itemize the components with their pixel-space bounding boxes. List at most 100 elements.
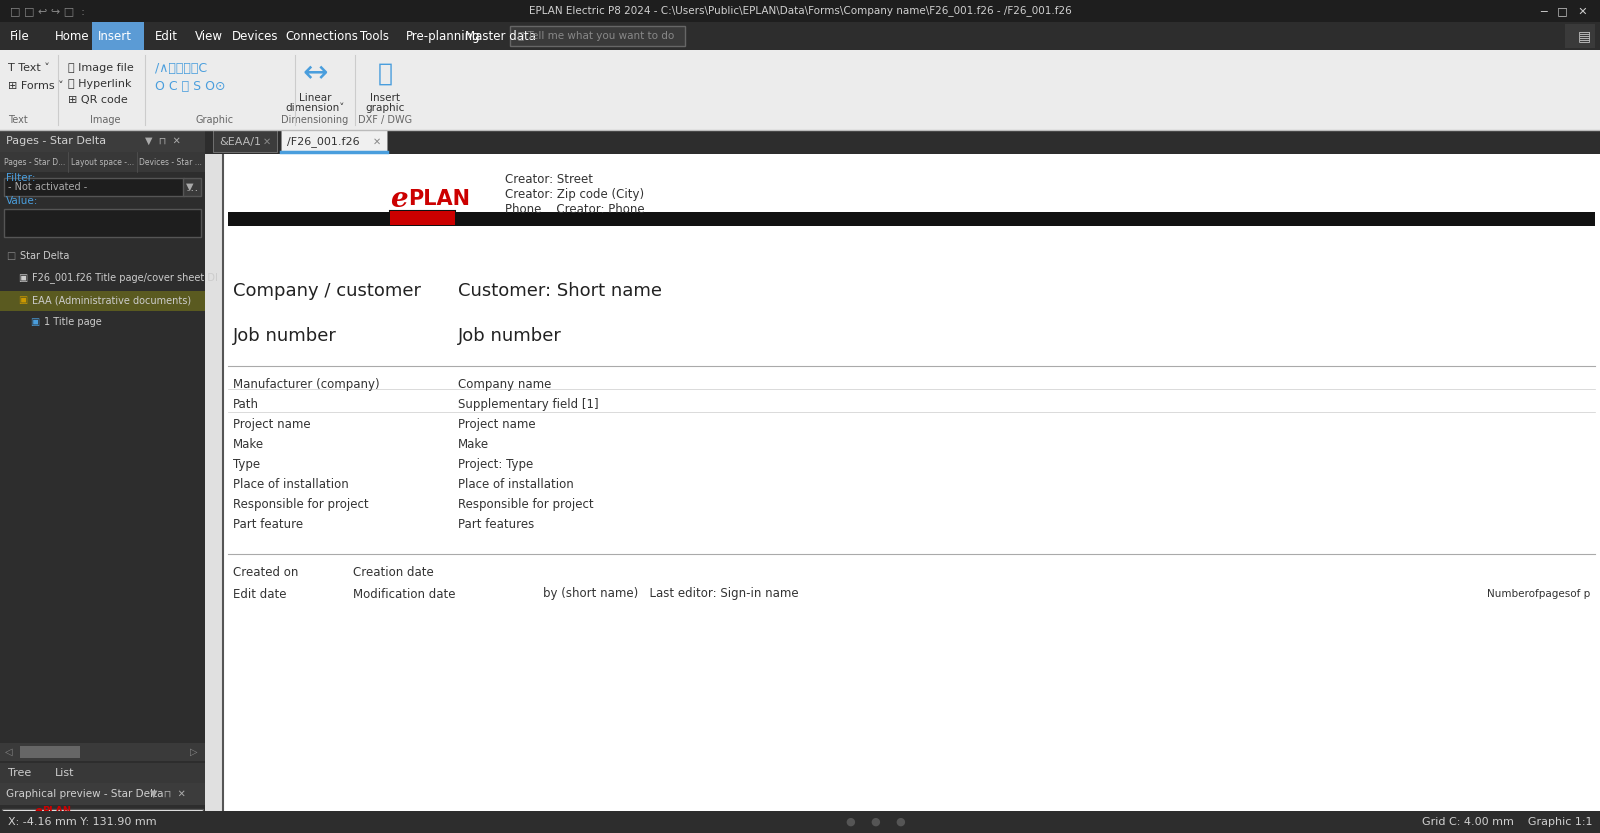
Text: Devices: Devices [232, 29, 278, 42]
Text: Tools: Tools [360, 29, 389, 42]
Text: Place of installation: Place of installation [234, 477, 349, 491]
Text: ●: ● [894, 817, 906, 827]
Text: Pre-planning: Pre-planning [406, 29, 480, 42]
Text: Graphic: Graphic [195, 115, 234, 125]
Text: F26_001.f26 Title page/cover sheet DI: F26_001.f26 Title page/cover sheet DI [32, 272, 218, 283]
Text: X: -4.16 mm Y: 131.90 mm: X: -4.16 mm Y: 131.90 mm [8, 817, 157, 827]
Text: Home: Home [54, 29, 90, 42]
Bar [0, 0, 1600, 22]
Text: Project name: Project name [458, 417, 536, 431]
Text: Project name: Project name [234, 417, 310, 431]
Text: DXF / DWG: DXF / DWG [358, 115, 413, 125]
Bar [3, 209, 202, 237]
Text: Numberof⁠pagesof p: Numberof⁠pagesof p [1486, 589, 1590, 599]
Text: EAA (Administrative documents): EAA (Administrative documents) [32, 295, 190, 305]
Text: Manufacturer (company): Manufacturer (company) [234, 377, 379, 391]
Text: □ □ ↩ ↪ □  :: □ □ ↩ ↪ □ : [10, 6, 85, 16]
Text: View: View [195, 29, 222, 42]
Text: by (short name)   Last editor: Sign-in name: by (short name) Last editor: Sign-in nam… [542, 587, 798, 601]
Text: File: File [10, 29, 30, 42]
Text: ▤: ▤ [1578, 29, 1590, 43]
Text: Edit date: Edit date [234, 587, 286, 601]
Bar [0, 811, 1600, 833]
Text: Edit: Edit [155, 29, 178, 42]
Text: □: □ [6, 251, 16, 261]
Bar [3, 178, 184, 196]
Bar [205, 154, 1600, 811]
Bar [29, 814, 56, 820]
Bar [0, 291, 205, 311]
Text: Creator: Street: Creator: Street [506, 172, 594, 186]
Bar [0, 763, 205, 783]
Bar [0, 22, 1600, 50]
Text: Image: Image [90, 115, 120, 125]
Text: T Text ˅: T Text ˅ [8, 63, 50, 73]
Text: 📄: 📄 [378, 62, 392, 86]
Text: Dimensioning: Dimensioning [282, 115, 349, 125]
Text: graphic: graphic [365, 103, 405, 113]
Text: ●: ● [870, 817, 880, 827]
Bar [2, 809, 203, 829]
Text: Creation date: Creation date [354, 566, 434, 578]
Text: Responsible for project: Responsible for project [458, 497, 594, 511]
Text: ↔: ↔ [302, 59, 328, 88]
Text: Tree: Tree [8, 768, 32, 778]
Text: /∧⬜⬜⬜⬜C: /∧⬜⬜⬜⬜C [155, 62, 206, 74]
Text: 1 Title page: 1 Title page [45, 317, 102, 327]
Text: Part feature: Part feature [234, 517, 302, 531]
Bar [182, 178, 202, 196]
Text: Part features: Part features [458, 517, 534, 531]
Bar [205, 154, 222, 811]
Text: dimension˅: dimension˅ [285, 103, 344, 113]
Text: Pages - Star D...: Pages - Star D... [3, 157, 64, 167]
Text: Modification date: Modification date [354, 587, 456, 601]
Text: Project: Type: Project: Type [458, 457, 533, 471]
Bar [0, 130, 205, 152]
Text: ⊞ QR code: ⊞ QR code [67, 95, 128, 105]
Text: ⊞ Forms ˅: ⊞ Forms ˅ [8, 81, 64, 91]
Text: Filter:: Filter: [6, 173, 35, 183]
Text: ◁: ◁ [5, 747, 13, 757]
Text: Make: Make [234, 437, 264, 451]
Text: Responsible for project: Responsible for project [234, 497, 368, 511]
Text: Job number: Job number [458, 327, 562, 345]
Text: Linear: Linear [299, 93, 331, 103]
Text: EPLAN Electric P8 2024 - C:\Users\Public\EPLAN\Data\Forms\Company name\F26_001.f: EPLAN Electric P8 2024 - C:\Users\Public… [528, 6, 1072, 17]
Text: Job number: Job number [234, 327, 338, 345]
Bar [0, 783, 205, 805]
Bar [229, 212, 1595, 226]
Text: Phone    Creator: Phone: Phone Creator: Phone [506, 202, 645, 216]
Text: ─   □   ✕: ─ □ ✕ [1539, 6, 1587, 16]
Text: Make: Make [458, 437, 490, 451]
Bar [1565, 24, 1595, 48]
Text: Company / customer: Company / customer [234, 282, 421, 300]
Text: O C ⌒ S O⊙: O C ⌒ S O⊙ [155, 79, 226, 92]
Text: &EAA/1: &EAA/1 [219, 137, 261, 147]
Bar [0, 50, 1600, 130]
Text: …: … [186, 181, 198, 193]
Text: ✕: ✕ [373, 137, 381, 147]
Text: ▷: ▷ [189, 747, 197, 757]
Bar [19, 746, 80, 758]
Text: ▣: ▣ [18, 295, 27, 305]
Text: List: List [54, 768, 75, 778]
Text: 🔍 Tell me what you want to do: 🔍 Tell me what you want to do [518, 31, 674, 41]
Text: Connections: Connections [285, 29, 358, 42]
Bar [0, 152, 205, 172]
Bar [205, 130, 1600, 154]
Text: ▣: ▣ [18, 273, 27, 283]
Text: e: e [390, 186, 408, 212]
Text: PLAN: PLAN [408, 189, 470, 209]
Text: Supplementary field [1]: Supplementary field [1] [458, 397, 598, 411]
Bar [0, 743, 205, 761]
Text: ▼  ⊓  ✕: ▼ ⊓ ✕ [146, 136, 181, 146]
Text: Insert: Insert [98, 29, 131, 42]
Text: Creator: Zip code (City): Creator: Zip code (City) [506, 187, 645, 201]
Text: ▣: ▣ [30, 317, 40, 327]
Bar [0, 130, 205, 811]
Text: Created on: Created on [234, 566, 298, 578]
Text: Master data: Master data [466, 29, 536, 42]
Bar [213, 130, 277, 152]
Text: e: e [35, 806, 43, 816]
Bar [390, 211, 454, 225]
